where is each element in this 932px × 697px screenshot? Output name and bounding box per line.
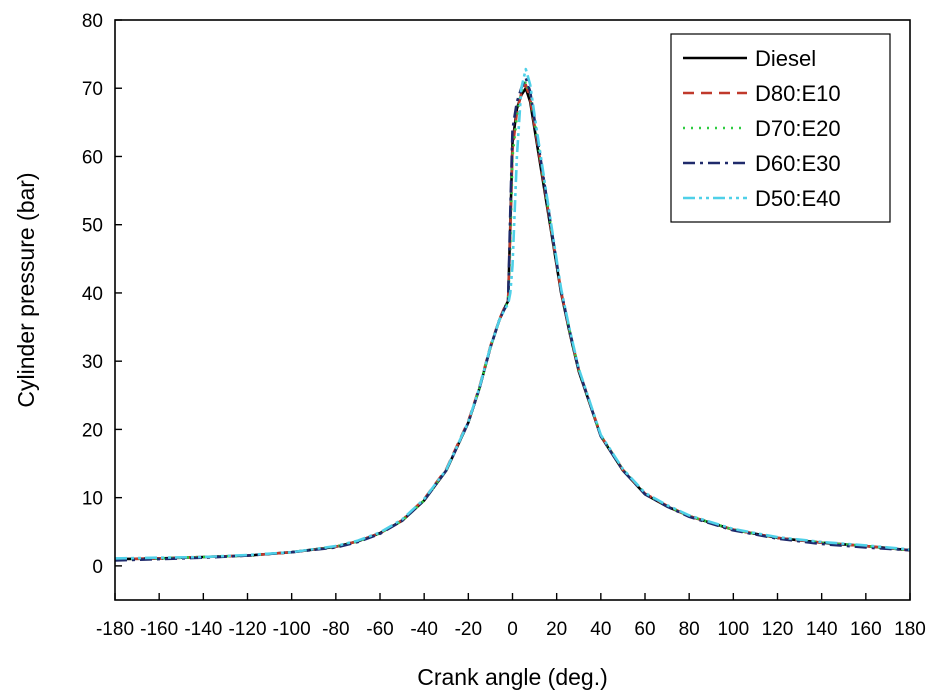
y-tick-label: 0 [92,557,103,578]
x-tick-label: -140 [184,619,222,640]
legend-label-0: Diesel [755,46,816,71]
axis-ticks [114,19,911,600]
x-tick-label: -160 [140,619,178,640]
x-tick-label: 40 [590,619,611,640]
x-tick-label: 180 [894,619,926,640]
x-tick-label: -80 [322,619,349,640]
x-tick-label: -100 [273,619,311,640]
legend-label-4: D50:E40 [755,186,841,211]
x-tick-label: 100 [717,619,749,640]
series-line-4 [114,67,911,560]
x-tick-label: 20 [546,619,567,640]
y-tick-label: 10 [82,489,103,510]
x-tick-label: -60 [366,619,393,640]
y-tick-label: 30 [82,352,103,373]
y-tick-label: 50 [82,216,103,237]
y-tick-label: 60 [82,147,103,168]
x-tick-label: -40 [410,619,437,640]
y-tick-label: 40 [82,284,103,305]
y-tick-label: 80 [82,11,103,32]
x-tick-label: 160 [850,619,882,640]
legend: Diesel D80:E10 D70:E20 D60:E30 D50:E40 [670,33,891,223]
legend-label-2: D70:E20 [755,116,841,141]
x-tick-label: 140 [806,619,838,640]
x-axis-title: Crank angle (deg.) [417,664,608,690]
x-tick-label: -20 [455,619,482,640]
x-tick-label: -180 [96,619,134,640]
x-tick-label: 80 [679,619,700,640]
legend-label-3: D60:E30 [755,151,841,176]
plot-lines [114,67,911,562]
y-axis-title: Cylinder pressure (bar) [13,172,39,407]
x-tick-label: 60 [634,619,655,640]
y-tick-labels: 0 10 20 30 40 50 60 70 80 [82,11,103,578]
y-tick-label: 70 [82,79,103,100]
x-tick-label: -120 [228,619,266,640]
y-tick-label: 20 [82,420,103,441]
x-tick-label: 0 [507,619,518,640]
x-tick-labels: -180 -160 -140 -120 -100 -80 -60 -40 -20 0 20 40 60 8… [96,619,926,640]
x-tick-label: 120 [762,619,794,640]
legend-label-1: D80:E10 [755,81,841,106]
